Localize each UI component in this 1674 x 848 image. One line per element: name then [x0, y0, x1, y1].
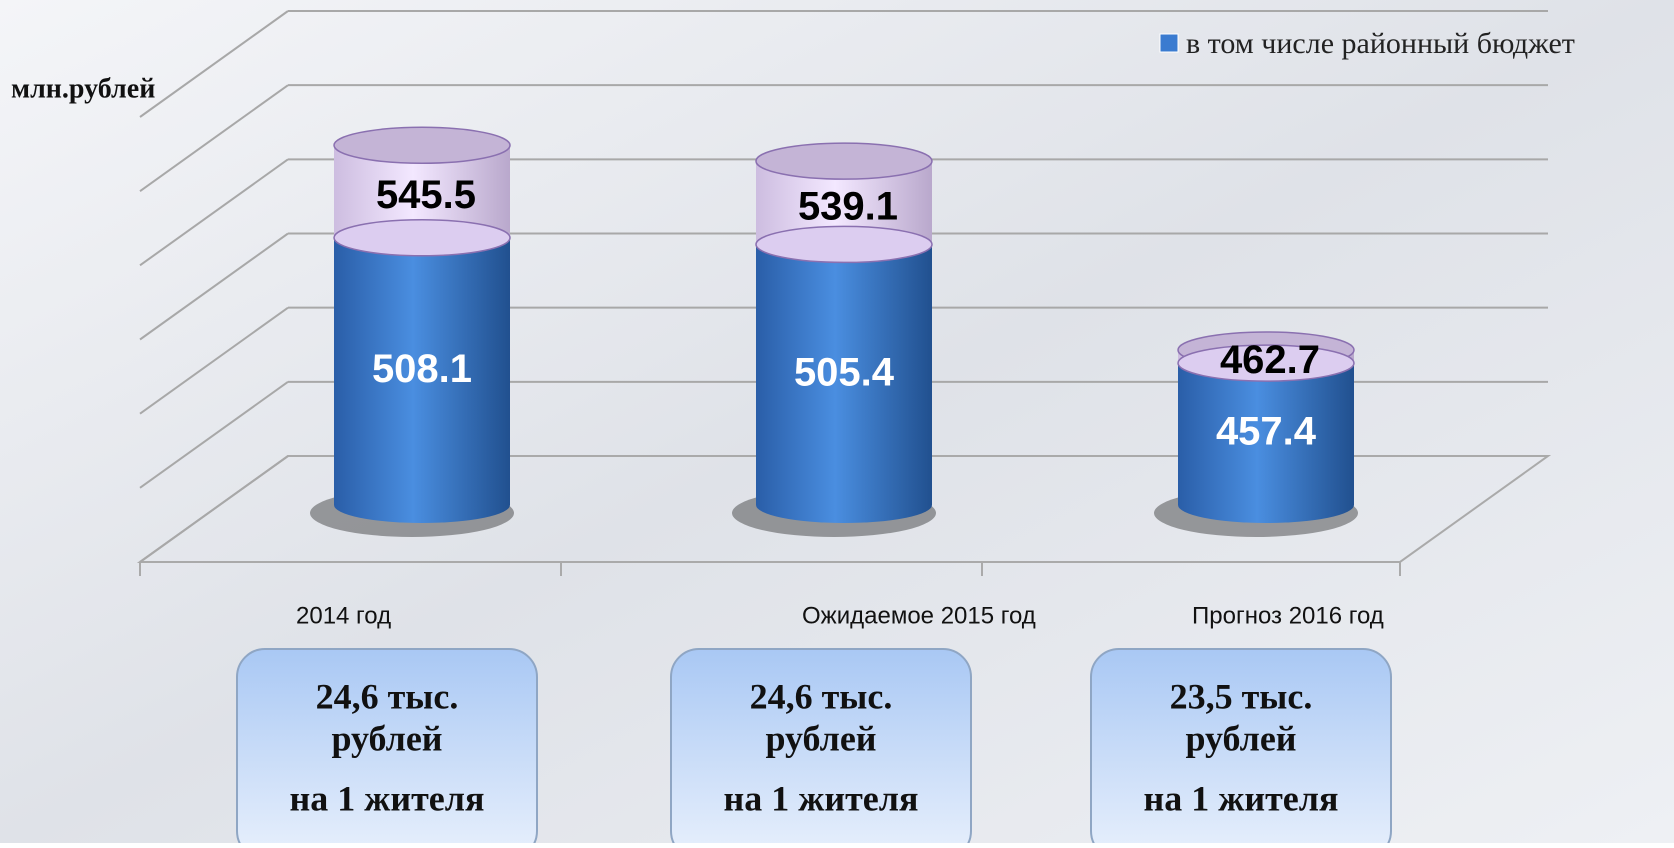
cylinder-bottom [1178, 487, 1354, 523]
info-text: 24,6 тыс. [316, 676, 459, 716]
grid-line [139, 381, 289, 489]
info-text: рублей [1185, 718, 1296, 758]
info-box [1090, 648, 1392, 848]
cylinder-body [756, 244, 932, 505]
grid-line [139, 232, 289, 341]
value-label: 457.4 [1216, 410, 1317, 454]
grid-line [139, 10, 289, 118]
cylinder-top [333, 126, 511, 165]
cylinder-bottom [334, 487, 510, 523]
value-label: 545.5 [376, 173, 476, 217]
cylinder-bottom [756, 487, 932, 523]
grid-line [139, 455, 289, 563]
grid-line [139, 84, 289, 192]
info-text: рублей [765, 718, 876, 758]
x-tick-label: 2014 год [296, 602, 391, 629]
value-label: 508.1 [372, 347, 472, 391]
info-text: рублей [331, 718, 442, 758]
cylinder-top [755, 142, 933, 180]
value-label: 539.1 [798, 184, 898, 228]
y-axis-label: млн.рублей [11, 73, 155, 104]
x-tick-label: Ожидаемое 2015 год [802, 602, 1036, 629]
grid-line [139, 306, 289, 415]
info-box [670, 648, 972, 848]
value-label: 505.4 [794, 350, 895, 394]
value-label: 462.7 [1220, 338, 1320, 382]
info-text: на 1 жителя [1144, 778, 1339, 818]
grid-line [139, 158, 289, 267]
info-text: 24,6 тыс. [750, 676, 893, 716]
cylinder-top [755, 225, 933, 264]
info-text: на 1 жителя [724, 778, 919, 818]
info-text: на 1 жителя [290, 778, 485, 818]
info-box [236, 648, 538, 848]
legend-label: в том числе районный бюджет [1186, 27, 1575, 60]
info-text: 23,5 тыс. [1170, 676, 1313, 716]
cylinder-top [1177, 344, 1355, 382]
cylinder-top [333, 219, 511, 257]
x-tick-label: Прогноз 2016 год [1192, 602, 1384, 629]
cylinder-body [1178, 363, 1354, 505]
cylinder-body [334, 237, 510, 505]
legend-swatch [1159, 33, 1179, 53]
